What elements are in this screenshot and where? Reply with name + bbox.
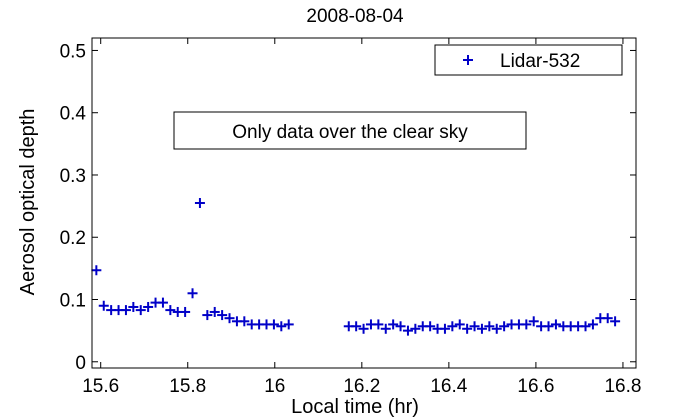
data-point <box>521 319 532 330</box>
chart-title: 2008-08-04 <box>306 6 404 27</box>
data-point <box>187 288 198 299</box>
data-point <box>580 321 591 332</box>
data-point <box>351 321 362 332</box>
data-point <box>180 306 191 317</box>
y-tick-label: 0.2 <box>60 228 86 249</box>
legend: Lidar-532 <box>434 44 623 76</box>
y-tick-label: 0.3 <box>60 166 86 187</box>
data-point <box>380 323 391 334</box>
data-point <box>358 323 369 334</box>
data-point <box>224 313 235 324</box>
data-point <box>283 319 294 330</box>
data-point <box>587 319 598 330</box>
x-tick-label: 16.2 <box>343 376 380 397</box>
data-point <box>610 316 621 327</box>
data-point <box>550 319 561 330</box>
data-point <box>194 198 205 208</box>
data-point <box>143 301 154 312</box>
data-point <box>462 323 473 334</box>
data-point <box>491 323 502 334</box>
data-point <box>410 323 421 334</box>
data-point <box>165 305 176 316</box>
data-point <box>120 305 131 316</box>
data-point <box>268 319 279 330</box>
data-point <box>454 319 465 330</box>
annotation-text: Only data over the clear sky <box>232 122 468 143</box>
x-tick-label: 16 <box>264 376 285 397</box>
data-point <box>202 310 213 321</box>
data-point <box>602 313 613 324</box>
data-point <box>439 323 450 334</box>
data-point <box>135 305 146 316</box>
data-point <box>276 321 287 332</box>
x-tick-label: 16.8 <box>604 376 641 397</box>
data-point <box>395 321 406 332</box>
data-point <box>128 301 139 312</box>
data-point <box>91 265 102 276</box>
y-tick-label: 0.1 <box>60 291 86 312</box>
data-point <box>388 319 399 330</box>
data-point <box>447 321 458 332</box>
y-axis-label: Aerosol optical depth <box>17 109 39 296</box>
legend-marker <box>463 55 473 65</box>
data-point <box>469 321 480 332</box>
axis-ticks: 15.6 15.8 16 16.2 16.4 16.6 16.8 0 0.1 0.2 0.3 0.4 0… <box>60 38 641 397</box>
data-point <box>402 325 413 336</box>
legend-label: Lidar-532 <box>500 51 580 72</box>
data-point <box>543 321 554 332</box>
annotation-frame <box>173 111 527 150</box>
data-point <box>484 321 495 332</box>
data-point <box>98 300 109 311</box>
data-point <box>209 306 220 317</box>
x-tick-label: 16.6 <box>517 376 554 397</box>
y-tick-label: 0.5 <box>60 41 86 62</box>
x-tick-label: 15.8 <box>169 376 206 397</box>
data-point <box>528 316 539 327</box>
data-point <box>217 310 228 321</box>
x-tick-label: 16.4 <box>430 376 467 397</box>
data-point <box>425 321 436 332</box>
data-point <box>239 316 250 327</box>
legend-plus-marker <box>463 55 473 65</box>
plot-frame <box>91 37 637 369</box>
y-tick-label: 0 <box>75 353 86 374</box>
x-axis-label: Local time (hr) <box>291 396 419 418</box>
annotation-box: Only data over the clear sky <box>173 111 527 150</box>
y-tick-label: 0.4 <box>60 104 87 125</box>
data-points <box>91 198 621 336</box>
data-point <box>499 321 510 332</box>
data-point <box>476 323 487 334</box>
x-tick-label: 15.6 <box>82 376 119 397</box>
data-point <box>373 319 384 330</box>
data-point <box>157 297 168 308</box>
